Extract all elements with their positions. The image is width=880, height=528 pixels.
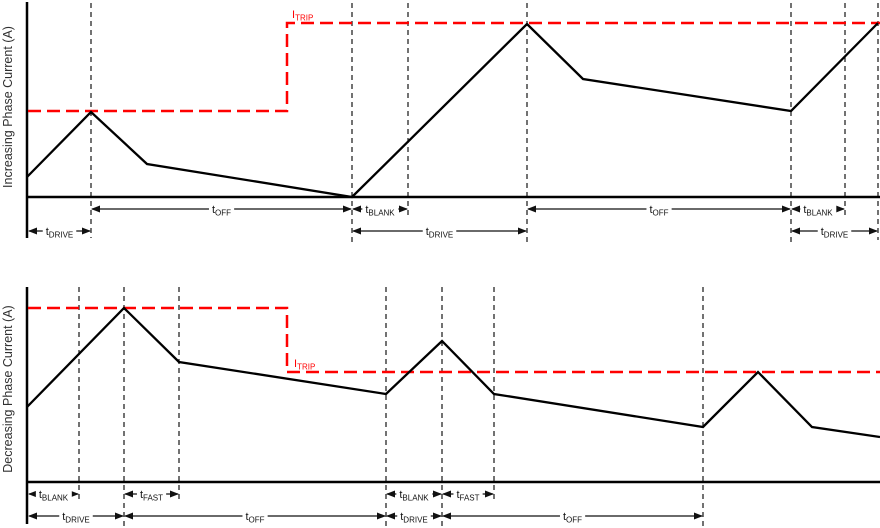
arrowhead-right-icon (433, 512, 442, 520)
arrowhead-right-icon (485, 490, 494, 498)
arrowhead-left-icon (791, 227, 800, 235)
arrowhead-left-icon (791, 205, 800, 213)
arrowhead-left-icon (442, 490, 451, 498)
y-axis-label-decreasing: Decreasing Phase Current (A) (1, 305, 15, 472)
arrowhead-right-icon (343, 205, 352, 213)
itrip-threshold-decreasing (28, 306, 880, 374)
interval-drive: tDRIVE (352, 225, 527, 240)
itrip-label-increasing: ITRIP (292, 9, 313, 23)
itrip-label-decreasing: ITRIP (294, 358, 315, 372)
interval-off: tOFF (442, 510, 703, 525)
interval-drive: tDRIVE (386, 510, 442, 525)
interval-label: tBLANK (803, 204, 833, 218)
interval-label: tOFF (212, 204, 231, 218)
arrowhead-left-icon (28, 227, 37, 235)
y-axis-label-increasing: Increasing Phase Current (A) (1, 26, 15, 188)
interval-label: tDRIVE (62, 511, 90, 525)
arrowhead-right-icon (694, 512, 703, 520)
interval-label: tBLANK (399, 489, 429, 503)
arrowhead-left-icon (124, 512, 133, 520)
interval-blank: tBLANK (352, 203, 408, 218)
interval-drive: tDRIVE (791, 225, 878, 240)
label-mask (817, 225, 852, 237)
arrowhead-right-icon (782, 205, 791, 213)
label-mask (800, 203, 837, 215)
interval-drive: tDRIVE (28, 510, 124, 525)
interval-label: tOFF (649, 204, 668, 218)
label-mask (35, 488, 72, 500)
arrowhead-right-icon (433, 490, 442, 498)
interval-off: tOFF (527, 203, 791, 218)
arrowhead-left-icon (352, 205, 361, 213)
interval-label: tBLANK (365, 204, 395, 218)
interval-off: tOFF (91, 203, 352, 218)
arrowhead-right-icon (377, 512, 386, 520)
interval-blank: tBLANK (28, 488, 79, 503)
interval-off: tOFF (124, 510, 386, 525)
interval-blank: tBLANK (386, 488, 442, 503)
label-mask (42, 225, 77, 237)
label-mask (362, 203, 399, 215)
label-mask (646, 203, 672, 215)
arrowhead-right-icon (869, 227, 878, 235)
interval-label: tDRIVE (400, 511, 428, 525)
label-mask (422, 225, 457, 237)
label-mask (397, 510, 431, 522)
panel-increasing: ITRIP tOFF tBLANK tOFF tBLANK tDRIVE tDRIVE tDR… (1, 2, 880, 245)
interval-label: tOFF (245, 511, 264, 525)
label-mask (559, 510, 586, 522)
arrowhead-left-icon (28, 512, 37, 520)
arrowhead-left-icon (386, 512, 395, 520)
interval-label: tDRIVE (426, 226, 454, 240)
label-mask (242, 510, 268, 522)
arrowhead-left-icon (91, 205, 100, 213)
phase-current-waveform-increasing (26, 22, 879, 199)
label-mask (396, 488, 433, 500)
arrowhead-left-icon (386, 490, 395, 498)
interval-label: tDRIVE (46, 226, 74, 240)
arrowhead-right-icon (518, 227, 527, 235)
arrowhead-right-icon (399, 205, 408, 213)
arrowhead-right-icon (170, 490, 179, 498)
interval-fast: tFAST (442, 488, 494, 503)
label-mask (136, 488, 167, 500)
label-mask (208, 203, 235, 215)
interval-label: tBLANK (39, 489, 69, 503)
arrowhead-left-icon (442, 512, 451, 520)
itrip-threshold-increasing (28, 21, 880, 113)
arrowhead-left-icon (527, 205, 536, 213)
phase-current-waveform-decreasing (26, 306, 880, 439)
arrowhead-left-icon (124, 490, 133, 498)
arrowhead-left-icon (352, 227, 361, 235)
interval-label: tFAST (140, 489, 163, 503)
interval-fast: tFAST (124, 488, 179, 503)
arrowhead-right-icon (115, 512, 124, 520)
interval-label: tFAST (456, 489, 479, 503)
arrowhead-right-icon (82, 227, 91, 235)
label-mask (453, 488, 483, 500)
interval-blank: tBLANK (791, 203, 845, 218)
arrowhead-right-icon (836, 205, 845, 213)
arrowhead-left-icon (28, 490, 37, 498)
interval-drive: tDRIVE (28, 225, 91, 240)
interval-label: tDRIVE (821, 226, 849, 240)
arrowhead-right-icon (70, 490, 79, 498)
panel-decreasing: ITRIP tBLANK tFAST tBLANK tFAST tDRIVE tOFF tDR… (1, 287, 880, 527)
label-mask (59, 510, 93, 522)
interval-label: tOFF (563, 511, 582, 525)
